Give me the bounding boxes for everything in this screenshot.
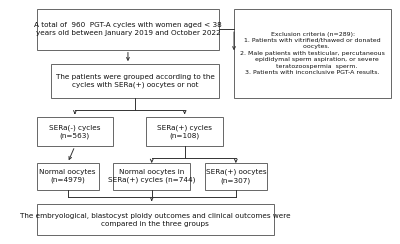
FancyBboxPatch shape [36,117,113,146]
FancyBboxPatch shape [51,64,219,98]
Text: The patients were grouped according to the
cycles with SERa(+) oocytes or not: The patients were grouped according to t… [56,74,215,88]
Text: SERa(-) cycles
(n=563): SERa(-) cycles (n=563) [49,124,101,139]
FancyBboxPatch shape [146,117,223,146]
FancyBboxPatch shape [36,9,219,50]
FancyBboxPatch shape [36,163,99,190]
Text: The embryological, blastocyst ploidy outcomes and clinical outcomes were
compare: The embryological, blastocyst ploidy out… [20,213,291,227]
Text: Normal oocytes
(n=4979): Normal oocytes (n=4979) [39,169,96,183]
Text: Normal oocytes in
SERa(+) cycles (n=744): Normal oocytes in SERa(+) cycles (n=744) [108,169,196,183]
FancyBboxPatch shape [234,9,391,98]
FancyBboxPatch shape [205,163,267,190]
FancyBboxPatch shape [113,163,190,190]
FancyBboxPatch shape [36,204,274,235]
Text: Exclusion criteria (n=289):
1. Patients with vitrified/thawed or donated
    ooc: Exclusion criteria (n=289): 1. Patients … [240,31,385,75]
Text: SERa(+) cycles
(n=108): SERa(+) cycles (n=108) [157,124,212,139]
Text: SERa(+) oocytes
(n=307): SERa(+) oocytes (n=307) [206,169,266,184]
Text: A total of  960  PGT-A cycles with women aged < 38
years old between January 201: A total of 960 PGT-A cycles with women a… [34,22,222,36]
